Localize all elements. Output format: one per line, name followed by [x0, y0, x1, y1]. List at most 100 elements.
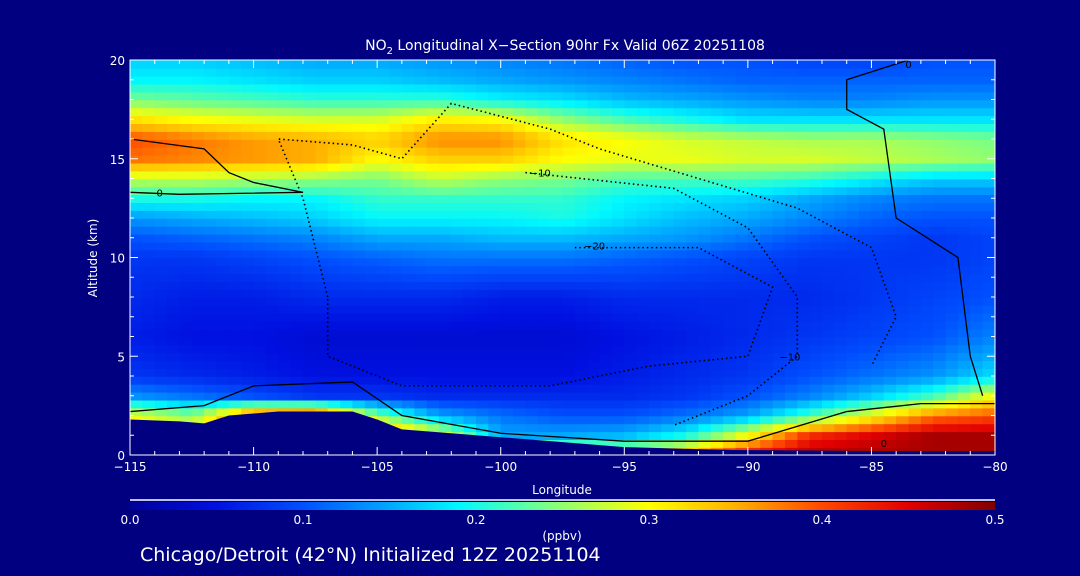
heatmap-cell: [822, 399, 836, 409]
heatmap-cell: [451, 210, 465, 219]
heatmap-cell: [908, 289, 922, 298]
heatmap-cell: [414, 225, 428, 235]
heatmap-cell: [772, 67, 786, 77]
heatmap-cell: [513, 320, 527, 330]
heatmap-cell: [933, 83, 947, 93]
heatmap-cell: [797, 360, 811, 369]
heatmap-cell: [303, 146, 317, 156]
heatmap-cell: [401, 304, 416, 314]
heatmap-cell: [414, 265, 428, 275]
heatmap-cell: [167, 249, 181, 259]
heatmap-cell: [957, 297, 972, 306]
heatmap-cell: [957, 107, 972, 117]
heatmap-cell: [327, 75, 341, 85]
heatmap-cell: [228, 407, 243, 417]
heatmap-cell: [599, 320, 613, 330]
heatmap-cell: [611, 162, 626, 172]
heatmap-cell: [611, 281, 626, 290]
heatmap-cell: [142, 399, 156, 409]
heatmap-cell: [698, 202, 712, 211]
heatmap-cell: [747, 391, 762, 401]
heatmap-cell: [364, 146, 378, 156]
heatmap-cell: [513, 162, 527, 172]
heatmap-cell: [859, 186, 873, 196]
heatmap-cell: [797, 328, 811, 338]
heatmap-cell: [463, 115, 477, 124]
heatmap-cell: [686, 249, 700, 259]
heatmap-cell: [241, 407, 255, 417]
heatmap-cell: [550, 154, 564, 164]
heatmap-cell: [599, 75, 613, 85]
heatmap-cell: [772, 399, 786, 409]
heatmap-cell: [327, 265, 341, 275]
heatmap-cell: [303, 139, 317, 148]
heatmap-cell: [426, 194, 440, 203]
heatmap-cell: [970, 107, 984, 117]
heatmap-cell: [908, 344, 922, 354]
heatmap-cell: [686, 178, 700, 188]
heatmap-cell: [970, 186, 984, 196]
heatmap-cell: [463, 328, 477, 338]
heatmap-cell: [241, 154, 255, 164]
heatmap-cell: [859, 139, 873, 148]
heatmap-cell: [476, 60, 490, 69]
heatmap-cell: [426, 407, 440, 417]
heatmap-cell: [809, 281, 823, 290]
contour-label: −10: [530, 169, 551, 180]
heatmap-cell: [352, 202, 366, 211]
heatmap-cell: [574, 186, 589, 196]
heatmap-cell: [389, 241, 403, 251]
heatmap-cell: [500, 131, 514, 140]
heatmap-cell: [204, 154, 218, 164]
heatmap-cell: [327, 233, 341, 243]
heatmap-cell: [636, 67, 650, 77]
heatmap-cell: [747, 360, 762, 369]
heatmap-cell: [228, 376, 243, 385]
heatmap-cell: [253, 225, 267, 235]
heatmap-cell: [414, 281, 428, 290]
heatmap-cell: [587, 154, 601, 164]
heatmap-cell: [599, 91, 613, 101]
heatmap-cell: [228, 360, 243, 369]
heatmap-cell: [797, 265, 811, 275]
heatmap-cell: [562, 399, 576, 409]
heatmap-cell: [253, 328, 267, 338]
heatmap-cell: [278, 360, 292, 369]
heatmap-cell: [723, 376, 737, 385]
heatmap-cell: [587, 146, 601, 156]
heatmap-cell: [327, 344, 341, 354]
heatmap-cell: [414, 99, 428, 109]
heatmap-cell: [389, 186, 403, 196]
heatmap-cell: [401, 233, 416, 243]
heatmap-cell: [130, 297, 144, 306]
heatmap-cell: [500, 241, 514, 251]
heatmap-cell: [327, 352, 341, 361]
heatmap-cell: [587, 383, 601, 393]
heatmap-cell: [463, 107, 477, 117]
heatmap-cell: [908, 107, 922, 117]
heatmap-cell: [290, 257, 304, 267]
heatmap-cell: [920, 257, 935, 267]
heatmap-cell: [747, 281, 762, 290]
heatmap-cell: [834, 344, 848, 354]
heatmap-cell: [265, 312, 280, 322]
heatmap-cell: [278, 383, 292, 393]
heatmap-cell: [649, 249, 663, 259]
heatmap-cell: [265, 210, 280, 219]
heatmap-cell: [587, 170, 601, 180]
heatmap-cell: [179, 186, 193, 196]
heatmap-cell: [574, 281, 589, 290]
heatmap-cell: [574, 368, 589, 377]
heatmap-cell: [513, 225, 527, 235]
heatmap-cell: [426, 233, 440, 243]
heatmap-cell: [290, 99, 304, 109]
heatmap-cell: [414, 241, 428, 251]
heatmap-cell: [957, 273, 972, 282]
heatmap-cell: [982, 210, 995, 219]
heatmap-cell: [797, 123, 811, 132]
heatmap-cell: [253, 91, 267, 101]
heatmap-cell: [167, 312, 181, 322]
heatmap-cell: [649, 431, 663, 440]
heatmap-cell: [438, 297, 453, 306]
heatmap-cell: [303, 312, 317, 322]
